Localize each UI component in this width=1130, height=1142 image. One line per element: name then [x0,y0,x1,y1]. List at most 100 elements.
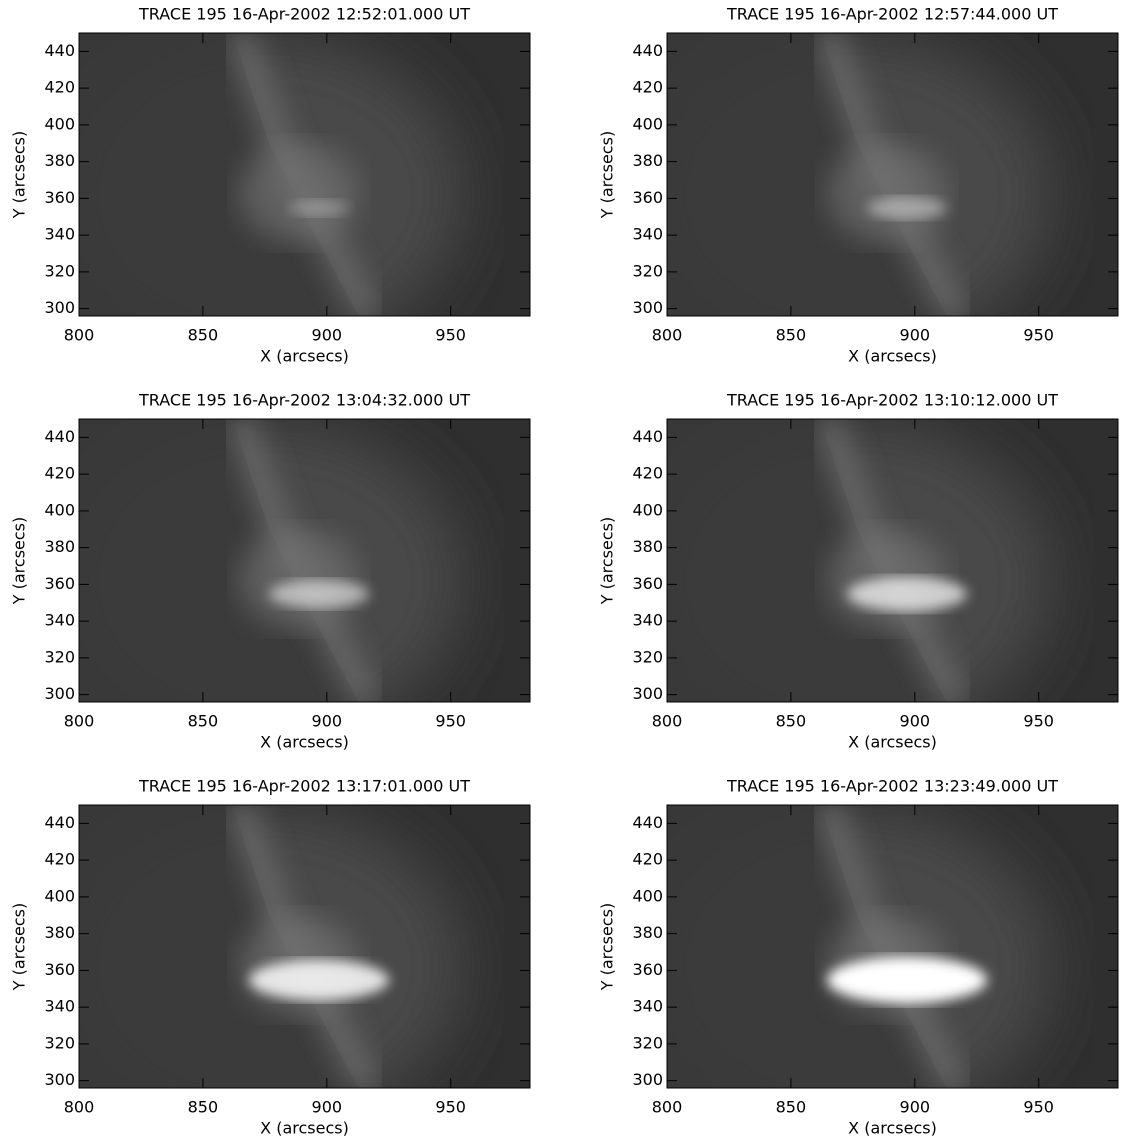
y-tick-label: 320 [632,261,663,280]
x-tick-label: 900 [900,1098,931,1117]
y-tick-label: 340 [632,997,663,1016]
y-tick-label: 380 [632,151,663,170]
flare [847,577,967,611]
x-tick-label: 800 [64,1098,95,1117]
y-tick-label: 340 [632,225,663,244]
x-tick-label: 950 [435,1098,466,1117]
y-tick-label: 420 [632,850,663,869]
solar-image [667,33,1118,316]
y-tick-label: 380 [44,923,75,942]
y-tick-label: 340 [44,997,75,1016]
plot-frame [78,804,531,1089]
y-tick-label: 340 [632,611,663,630]
x-tick-label: 900 [312,712,343,731]
solar-disk [667,33,947,316]
plot-frame [78,32,531,317]
y-tick-label: 440 [632,41,663,60]
x-axis-label: X (arcsecs) [260,347,349,366]
panel-title: TRACE 195 16-Apr-2002 12:52:01.000 UT [138,5,470,24]
y-tick-label: 360 [632,574,663,593]
flare [289,200,349,216]
panel-title: TRACE 195 16-Apr-2002 12:57:44.000 UT [726,5,1058,24]
x-tick-label: 900 [312,326,343,345]
y-tick-label: 360 [44,574,75,593]
x-tick-label: 800 [652,326,683,345]
x-axis-label: X (arcsecs) [848,347,937,366]
plot-frame [78,418,531,703]
x-tick-label: 950 [1023,1098,1054,1117]
panel-title: TRACE 195 16-Apr-2002 13:10:12.000 UT [726,391,1058,410]
flare [867,197,947,219]
y-axis-label: Y (arcsecs) [598,517,617,605]
y-axis-label: Y (arcsecs) [10,517,29,605]
solar-disk [79,33,359,316]
y-tick-label: 400 [44,114,75,133]
y-tick-label: 340 [44,225,75,244]
solar-disk [79,419,359,702]
y-tick-label: 300 [632,298,663,317]
x-tick-label: 950 [1023,712,1054,731]
y-tick-label: 320 [632,647,663,666]
y-tick-label: 400 [44,886,75,905]
y-tick-label: 400 [632,500,663,519]
y-tick-label: 300 [44,1070,75,1089]
x-tick-label: 850 [188,1098,219,1117]
flare [249,960,389,1000]
y-axis-label: Y (arcsecs) [10,131,29,219]
x-tick-label: 950 [1023,326,1054,345]
y-axis-label: Y (arcsecs) [598,131,617,219]
x-tick-label: 800 [652,1098,683,1117]
y-tick-label: 300 [632,1070,663,1089]
x-tick-label: 850 [188,326,219,345]
plot-frame [666,32,1119,317]
solar-image [79,805,530,1088]
x-tick-label: 900 [900,712,931,731]
active-region [239,143,359,243]
y-tick-label: 300 [44,684,75,703]
flare [827,957,987,1003]
y-tick-label: 360 [632,960,663,979]
y-tick-label: 300 [632,684,663,703]
y-tick-label: 420 [632,78,663,97]
x-axis-label: X (arcsecs) [848,1119,937,1138]
y-tick-label: 400 [632,114,663,133]
y-tick-label: 360 [44,960,75,979]
y-tick-label: 320 [44,1033,75,1052]
x-tick-label: 900 [900,326,931,345]
x-tick-label: 850 [188,712,219,731]
y-tick-label: 440 [632,813,663,832]
panel-title: TRACE 195 16-Apr-2002 13:04:32.000 UT [138,391,470,410]
solar-disk [79,805,359,1088]
y-tick-label: 380 [44,537,75,556]
x-tick-label: 950 [435,712,466,731]
solar-image [667,805,1118,1088]
x-tick-label: 850 [776,712,807,731]
y-tick-label: 400 [44,500,75,519]
y-tick-label: 440 [632,427,663,446]
active-region [827,143,947,243]
y-tick-label: 320 [632,1033,663,1052]
solar-image [79,419,530,702]
y-tick-label: 380 [44,151,75,170]
y-axis-label: Y (arcsecs) [598,903,617,991]
y-tick-label: 300 [44,298,75,317]
solar-image [667,419,1118,702]
x-axis-label: X (arcsecs) [260,733,349,752]
y-tick-label: 420 [44,850,75,869]
x-tick-label: 900 [312,1098,343,1117]
x-tick-label: 800 [64,712,95,731]
x-axis-label: X (arcsecs) [848,733,937,752]
y-tick-label: 360 [632,188,663,207]
y-tick-label: 340 [44,611,75,630]
y-tick-label: 440 [44,813,75,832]
solar-disk [667,419,947,702]
solar-disk [667,805,947,1088]
y-tick-label: 420 [632,464,663,483]
y-tick-label: 320 [44,647,75,666]
x-tick-label: 950 [435,326,466,345]
y-tick-label: 360 [44,188,75,207]
y-tick-label: 440 [44,427,75,446]
y-tick-label: 380 [632,537,663,556]
